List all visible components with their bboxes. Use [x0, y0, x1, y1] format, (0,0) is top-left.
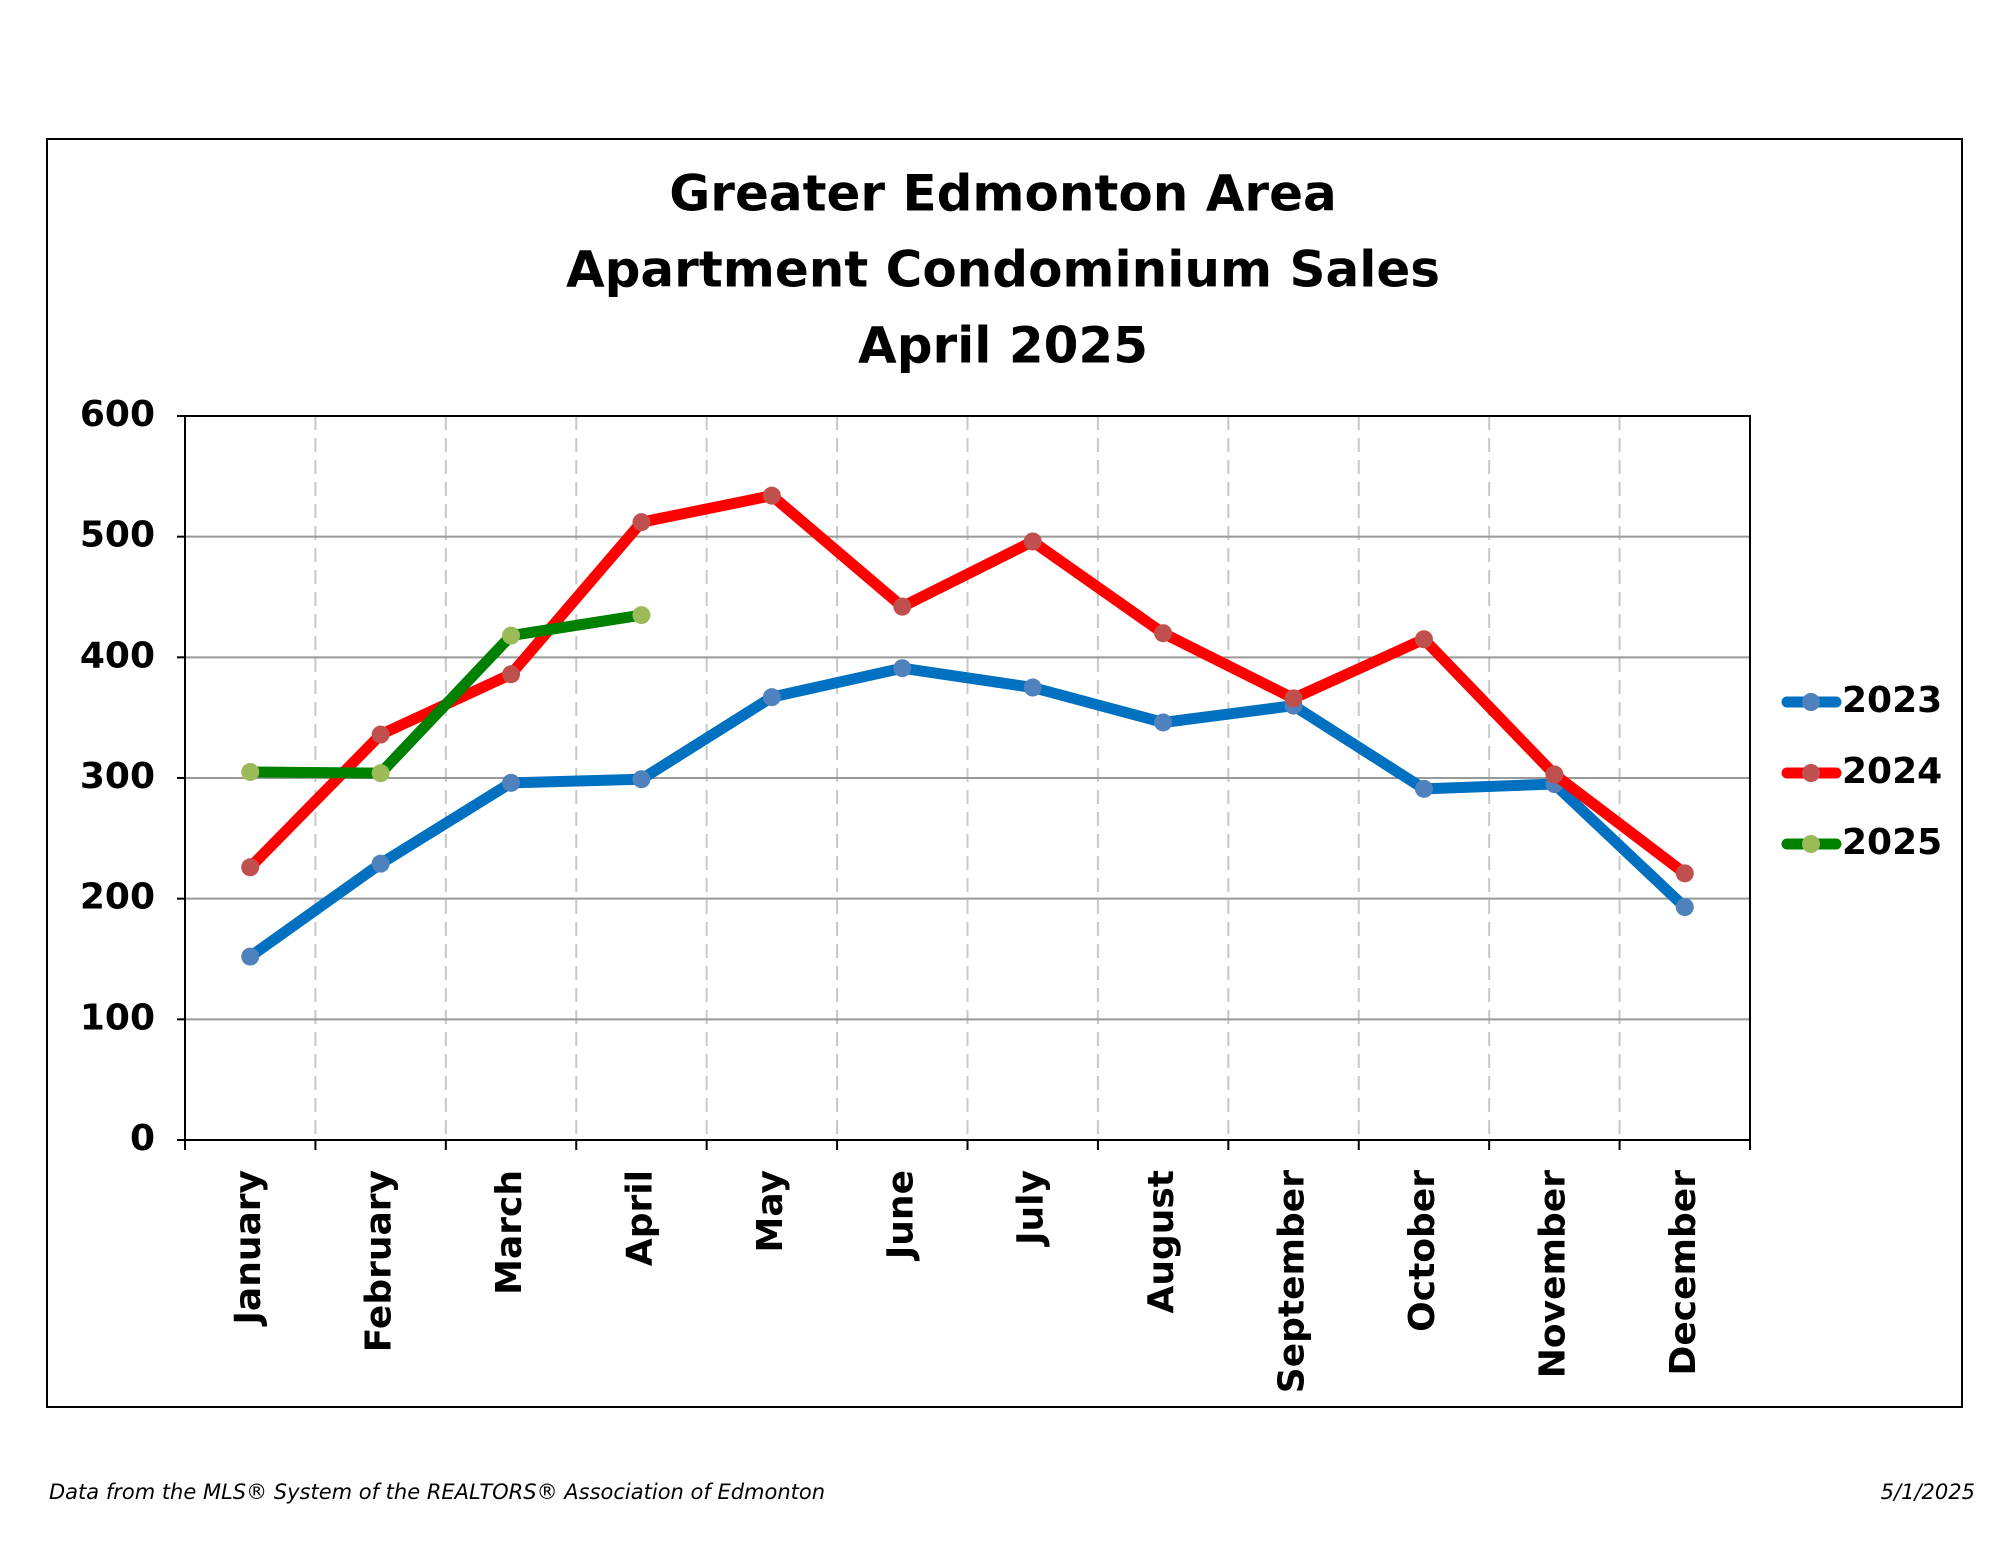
series-line: [250, 609, 643, 779]
y-tick-label: 0: [130, 1118, 155, 1159]
series-marker: [371, 854, 390, 873]
chart-title: April 2025: [858, 317, 1148, 375]
series-marker: [632, 513, 651, 532]
legend-marker: [1802, 764, 1820, 782]
series-marker: [762, 688, 781, 707]
x-tick-label: September: [1272, 1170, 1313, 1393]
legend-marker: [1802, 835, 1820, 853]
series-marker: [502, 773, 521, 792]
x-tick-label: October: [1402, 1170, 1443, 1332]
y-tick-label: 200: [80, 877, 155, 918]
series-marker: [632, 606, 651, 625]
legend-marker: [1802, 693, 1820, 711]
y-tick-label: 100: [80, 997, 155, 1038]
source-note: Data from the MLS® System of the REALTOR…: [49, 1480, 825, 1504]
x-tick-label: November: [1532, 1170, 1573, 1378]
y-tick-label: 600: [80, 394, 155, 435]
x-tick-label: February: [359, 1170, 400, 1352]
series-marker: [1414, 779, 1433, 798]
series-marker: [1023, 532, 1042, 551]
series-marker: [241, 858, 260, 877]
x-tick-label: March: [489, 1170, 530, 1295]
x-tick-label: April: [619, 1170, 660, 1266]
x-tick-label: December: [1663, 1170, 1704, 1376]
series-marker: [1414, 630, 1433, 649]
series-marker: [1023, 678, 1042, 697]
date-note: 5/1/2025: [1881, 1480, 1975, 1504]
legend-label: 2023: [1842, 680, 1942, 721]
series-marker: [502, 626, 521, 645]
y-tick-label: 500: [80, 515, 155, 556]
series-marker: [502, 665, 521, 684]
y-tick-label: 400: [80, 635, 155, 676]
y-tick-label: 300: [80, 756, 155, 797]
x-tick-label: January: [228, 1170, 269, 1327]
chart-title: Greater Edmonton Area: [669, 165, 1336, 223]
series-marker: [1545, 765, 1564, 784]
x-tick-label: August: [1141, 1170, 1182, 1314]
series-marker: [1154, 713, 1173, 732]
series-marker: [893, 597, 912, 616]
series-marker: [632, 770, 651, 789]
series-marker: [1675, 864, 1694, 883]
x-tick-label: June: [880, 1170, 921, 1262]
series-marker: [893, 659, 912, 678]
series-marker: [371, 764, 390, 783]
legend-label: 2024: [1842, 751, 1942, 792]
x-tick-label: May: [750, 1170, 791, 1252]
series-line: [247, 662, 1689, 962]
series-marker: [1675, 898, 1694, 917]
series-line: [246, 490, 1689, 878]
series-marker: [371, 725, 390, 744]
x-tick-label: July: [1011, 1170, 1052, 1248]
series-marker: [1284, 689, 1303, 708]
legend-label: 2025: [1842, 822, 1942, 863]
chart-title: Apartment Condominium Sales: [566, 241, 1440, 299]
series-marker: [241, 947, 260, 966]
series-marker: [762, 486, 781, 505]
series-marker: [241, 762, 260, 781]
series-marker: [1154, 624, 1173, 643]
